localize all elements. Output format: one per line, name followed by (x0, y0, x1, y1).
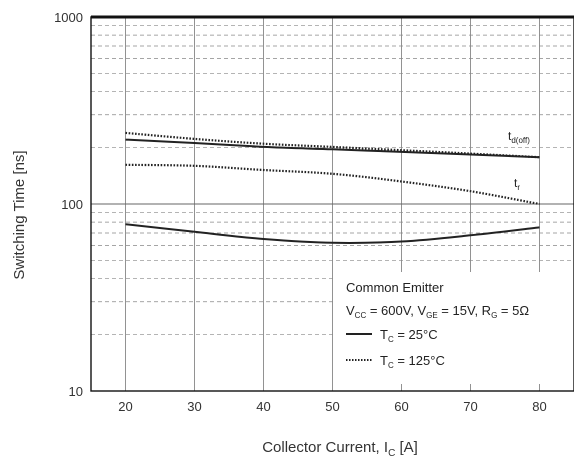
x-tick-label: 40 (256, 399, 270, 414)
grid (91, 17, 574, 391)
legend-entry-25c: TC = 25°C (380, 327, 438, 344)
tick-labels: 20 30 40 50 60 70 80 10 100 1000 (54, 10, 547, 414)
legend: Common Emitter VCC = 600V, VGE = 15V, RG… (336, 272, 572, 384)
legend-box (336, 272, 572, 384)
y-tick-label: 1000 (54, 10, 83, 25)
annotation-tdoff: td(off) (508, 129, 530, 145)
legend-entry-125c: TC = 125°C (380, 353, 445, 370)
legend-conditions: VCC = 600V, VGE = 15V, RG = 5Ω (346, 303, 529, 320)
y-axis-title: Switching Time [ns] (11, 150, 28, 279)
x-tick-label: 60 (394, 399, 408, 414)
series-line-1 (125, 131, 540, 159)
series-layer (125, 131, 540, 244)
x-axis-title: Collector Current, IC [A] (262, 439, 418, 459)
y-tick-label: 100 (61, 197, 83, 212)
x-tick-label: 20 (118, 399, 132, 414)
x-tick-label: 80 (532, 399, 546, 414)
y-tick-label: 10 (69, 384, 83, 399)
x-tick-label: 30 (187, 399, 201, 414)
x-tick-label: 70 (463, 399, 477, 414)
series-line-3 (125, 163, 540, 206)
annotation-tr: tr (514, 176, 520, 192)
series-line-2 (125, 223, 540, 244)
x-tick-label: 50 (325, 399, 339, 414)
legend-heading: Common Emitter (346, 280, 444, 295)
